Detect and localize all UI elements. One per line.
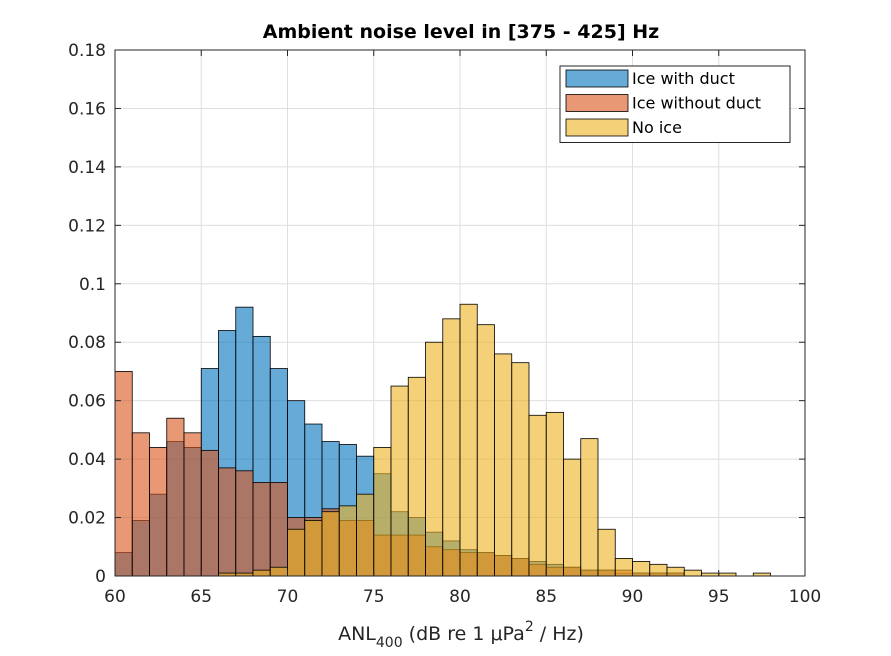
x-tick-label: 90 — [622, 587, 644, 607]
histogram-bar — [476, 324, 495, 577]
y-tick-label: 0.04 — [68, 450, 106, 470]
histogram-bar — [425, 341, 444, 577]
histogram-bar — [218, 467, 237, 577]
histogram-bar — [235, 470, 254, 577]
legend-swatch — [565, 69, 629, 88]
y-tick-label: 0.08 — [68, 333, 106, 353]
histogram-bar — [338, 505, 357, 577]
legend: Ice with duct Ice without duct No ice — [559, 65, 791, 143]
histogram-bar — [614, 558, 633, 577]
histogram-bar — [632, 560, 651, 577]
histogram-bar — [304, 520, 323, 577]
histogram-bar — [166, 417, 185, 577]
legend-swatch — [565, 94, 629, 112]
x-axis-label-superscript: 2 — [525, 619, 534, 635]
histogram-bar — [407, 376, 426, 577]
histogram-bar — [494, 353, 513, 577]
histogram-bar — [563, 458, 582, 577]
histogram-bar — [390, 385, 409, 577]
histogram-bar — [545, 411, 564, 577]
histogram-bar — [321, 511, 340, 577]
y-tick-label: 0.06 — [68, 392, 106, 412]
x-tick-label: 95 — [708, 587, 730, 607]
histogram-bar — [373, 447, 392, 577]
histogram-bar — [666, 566, 685, 577]
histogram-bar — [149, 447, 168, 577]
x-axis-label-text: (dB re 1 μPa — [403, 623, 525, 645]
histogram-bar — [528, 414, 547, 577]
histogram-bar — [269, 482, 288, 577]
histogram-bar — [356, 493, 375, 577]
y-tick-label: 0.14 — [68, 158, 106, 178]
x-tick-label: 85 — [535, 587, 557, 607]
histogram-bar — [580, 438, 599, 577]
histogram-bar — [114, 371, 133, 577]
y-tick-label: 0 — [95, 567, 106, 587]
x-tick-label: 65 — [190, 587, 212, 607]
histogram-bars — [114, 303, 771, 577]
y-tick-label: 0.16 — [68, 99, 106, 119]
histogram-bar — [183, 432, 202, 577]
y-tick-label: 0.1 — [79, 275, 106, 295]
series-no-ice — [218, 303, 771, 577]
histogram-bar — [131, 432, 150, 577]
legend-swatch — [565, 118, 629, 137]
histogram-bar — [252, 482, 271, 577]
x-axis-label-units: / Hz) — [534, 623, 584, 645]
histogram-bar — [200, 449, 219, 577]
y-tick-label: 0.02 — [68, 509, 106, 529]
x-tick-label: 60 — [104, 587, 126, 607]
chart-title: Ambient noise level in [375 - 425] Hz — [263, 21, 659, 43]
histogram-bar — [683, 569, 702, 577]
x-axis-label-main: ANL — [338, 623, 376, 645]
x-axis-label: ANL400 (dB re 1 μPa2 / Hz) — [338, 619, 584, 651]
legend-label: No ice — [632, 118, 682, 137]
legend-label: Ice without duct — [632, 94, 761, 113]
x-tick-label: 80 — [449, 587, 471, 607]
legend-label: Ice with duct — [632, 69, 735, 88]
histogram-bar — [269, 566, 288, 577]
x-tick-labels: 60 65 70 75 80 85 90 95 100 — [104, 587, 821, 607]
y-tick-label: 0.18 — [68, 41, 106, 61]
x-tick-label: 75 — [363, 587, 385, 607]
axis-ticks — [114, 49, 806, 577]
histogram-bar — [287, 528, 306, 577]
y-tick-labels: 0 0.02 0.04 0.06 0.08 0.1 0.12 0.14 0.16 0.18 — [68, 41, 106, 587]
histogram-bar — [597, 528, 616, 577]
x-axis-label-subscript: 400 — [376, 635, 403, 651]
histogram-bar — [511, 362, 530, 577]
x-tick-label: 70 — [277, 587, 299, 607]
y-tick-label: 0.12 — [68, 216, 106, 236]
histogram-bar — [252, 569, 271, 577]
x-tick-label: 100 — [789, 587, 821, 607]
histogram-bar — [442, 318, 461, 577]
histogram-bar — [459, 303, 478, 577]
histogram-bar — [649, 563, 668, 577]
